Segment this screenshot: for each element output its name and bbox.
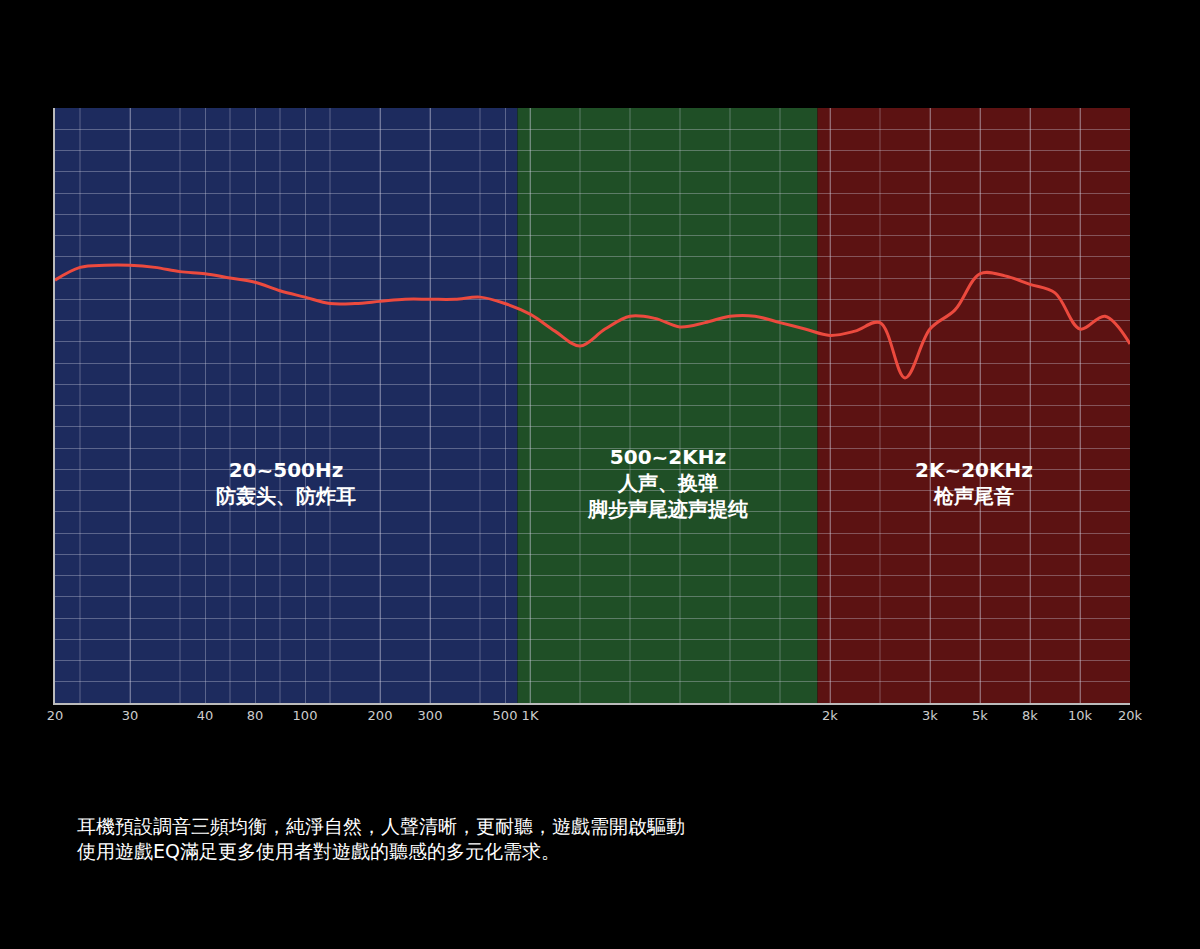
svg-text:500: 500 (493, 708, 518, 723)
svg-text:500~2KHz人声、换弹脚步声尾迹声提纯: 500~2KHz人声、换弹脚步声尾迹声提纯 (587, 445, 748, 521)
svg-text:300: 300 (418, 708, 443, 723)
svg-text:5k: 5k (972, 708, 988, 723)
svg-text:10k: 10k (1068, 708, 1093, 723)
svg-text:20~500Hz防轰头、防炸耳: 20~500Hz防轰头、防炸耳 (216, 458, 356, 508)
svg-text:耳機預設調音三頻均衡，純淨自然，人聲清晰，更耐聽，遊戲需開啟: 耳機預設調音三頻均衡，純淨自然，人聲清晰，更耐聽，遊戲需開啟驅動使用遊戲EQ滿足… (77, 815, 685, 862)
svg-text:200: 200 (368, 708, 393, 723)
svg-text:20k: 20k (1118, 708, 1143, 723)
svg-text:8k: 8k (1022, 708, 1038, 723)
svg-text:1K: 1K (522, 708, 539, 723)
svg-text:100: 100 (293, 708, 318, 723)
svg-text:2k: 2k (822, 708, 838, 723)
svg-text:3k: 3k (922, 708, 938, 723)
svg-text:80: 80 (247, 708, 264, 723)
svg-text:20: 20 (47, 708, 64, 723)
svg-text:2K~20KHz枪声尾音: 2K~20KHz枪声尾音 (915, 458, 1033, 508)
svg-text:30: 30 (122, 708, 139, 723)
svg-text:40: 40 (197, 708, 214, 723)
